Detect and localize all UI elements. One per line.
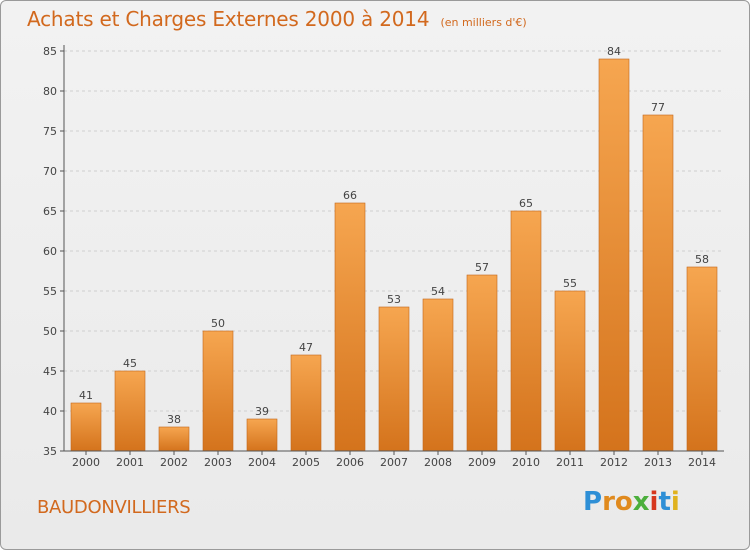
data-label: 45: [123, 357, 137, 370]
bar: [114, 370, 146, 452]
logo-letter: x: [632, 487, 650, 517]
bar: [598, 58, 630, 452]
data-label: 41: [79, 389, 93, 402]
logo-letter: P: [583, 487, 603, 517]
data-label: 65: [519, 197, 533, 210]
y-tick-label: 45: [43, 365, 57, 378]
axis-layer: 35 40 45 50 55 60 65 70 75 80 85 2000 2001 2002 2003 20…: [43, 45, 724, 469]
logo-letter: o: [614, 487, 633, 517]
logo-letter: i: [670, 487, 680, 517]
bar: [202, 330, 234, 452]
x-tick-label: 2009: [468, 456, 496, 469]
bar: [290, 354, 322, 452]
x-tick-label: 2008: [424, 456, 452, 469]
x-tick-label: 2001: [116, 456, 144, 469]
x-tick-label: 2003: [204, 456, 232, 469]
data-label: 38: [167, 413, 181, 426]
logo-letter: i: [649, 487, 659, 517]
y-tick-label: 80: [43, 85, 57, 98]
bar: [554, 290, 586, 452]
x-tick-label: 2006: [336, 456, 364, 469]
bar-layer: 41 45 38 50 39 47 66 53 54 57 65 55 84 77 58: [70, 45, 718, 452]
bar: [334, 202, 366, 452]
data-label: 84: [607, 45, 621, 58]
chart-subtitle: (en milliers d'€): [440, 16, 527, 29]
proxiti-logo[interactable]: Proxiti: [583, 487, 680, 517]
bar: [642, 114, 674, 452]
y-tick-label: 65: [43, 205, 57, 218]
y-tick-label: 50: [43, 325, 57, 338]
y-tick-label: 85: [43, 45, 57, 58]
x-tick-label: 2004: [248, 456, 276, 469]
x-tick-label: 2000: [72, 456, 100, 469]
x-tick-label: 2013: [644, 456, 672, 469]
x-tick-label: 2002: [160, 456, 188, 469]
commune-name: BAUDONVILLIERS: [37, 497, 191, 518]
bar: [466, 274, 498, 452]
bar: [378, 306, 410, 452]
data-label: 53: [387, 293, 401, 306]
data-label: 55: [563, 277, 577, 290]
y-tick-label: 75: [43, 125, 57, 138]
bar: [510, 210, 542, 452]
data-label: 50: [211, 317, 225, 330]
x-tick-label: 2007: [380, 456, 408, 469]
x-tick-label: 2014: [688, 456, 716, 469]
y-tick-label: 35: [43, 445, 57, 458]
bar: [70, 402, 102, 452]
data-label: 47: [299, 341, 313, 354]
y-tick-label: 55: [43, 285, 57, 298]
data-label: 57: [475, 261, 489, 274]
x-tick-label: 2012: [600, 456, 628, 469]
title-row: Achats et Charges Externes 2000 à 2014 (…: [27, 7, 527, 31]
y-tick-label: 70: [43, 165, 57, 178]
data-label: 39: [255, 405, 269, 418]
x-tick-label: 2005: [292, 456, 320, 469]
bar: [422, 298, 454, 452]
logo-letter: t: [658, 487, 671, 517]
x-tick-label: 2010: [512, 456, 540, 469]
y-tick-label: 40: [43, 405, 57, 418]
bar: [158, 426, 190, 452]
data-label: 54: [431, 285, 445, 298]
data-label: 66: [343, 189, 357, 202]
chart-title: Achats et Charges Externes 2000 à 2014: [27, 7, 430, 31]
logo-letter: r: [602, 487, 615, 517]
bar: [686, 266, 718, 452]
data-label: 77: [651, 101, 665, 114]
x-tick-label: 2011: [556, 456, 584, 469]
bar: [246, 418, 278, 452]
y-tick-label: 60: [43, 245, 57, 258]
data-label: 58: [695, 253, 709, 266]
